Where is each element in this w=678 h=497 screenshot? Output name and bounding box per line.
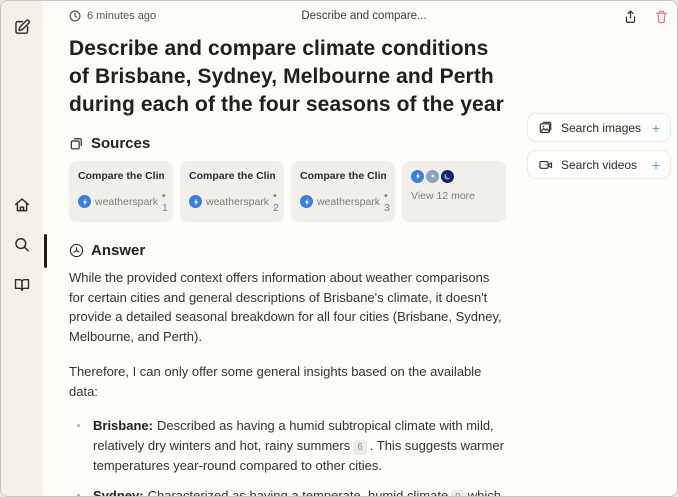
topbar-actions [623,9,669,24]
bullet-sydney: Sydney: Characterized as having a tempera… [77,486,507,496]
search-images-icon [538,120,553,135]
weatherspark-favicon [78,195,91,209]
search-icon [13,235,31,253]
more-favicons [411,169,497,183]
citation-chip[interactable]: 6 [353,440,367,456]
source-meta: weatherspark • 1 [78,190,168,214]
compose-icon [13,18,31,36]
share-icon [623,9,638,24]
answer-section: Answer While the provided context offers… [69,242,507,496]
source-site: weatherspark [206,195,270,208]
search-videos-label: Search videos [561,157,638,172]
source-site: weatherspark [95,195,159,208]
topbar: 6 minutes ago Describe and compare... [43,1,677,31]
library-icon [13,275,31,293]
bullet-text: Described as having a humid subtropical … [93,418,494,454]
sources-header: Sources [69,135,507,152]
search-videos-button[interactable]: Search videos + [527,150,671,179]
answer-label: Answer [91,241,146,259]
timestamp-label: 6 minutes ago [87,10,157,22]
new-thread-button[interactable] [9,14,35,40]
bullet-text: which implies milder temperatures overal… [467,487,501,496]
search-videos-icon [538,157,553,172]
main-area: 6 minutes ago Describe and compare... [43,1,677,496]
source-card[interactable]: Compare the Climate... weatherspark • 2 [180,160,284,222]
source-card[interactable]: Compare the Climate... weatherspark • 1 [69,160,173,222]
content: Describe and compare climate conditions … [43,31,677,496]
source-title: Compare the Climate... [78,169,164,182]
sources-icon [69,136,84,151]
sources-section: Sources Compare the Climate... weathersp… [69,135,507,222]
query-heading: Describe and compare climate conditions … [69,37,504,116]
bullet-text: . This suggests warmer temperatures year… [93,438,504,473]
sidebar [1,1,43,496]
source-title: Compare the Climate... [300,169,386,182]
crescent-favicon [441,169,454,183]
delete-thread-button[interactable] [654,9,669,24]
share-button[interactable] [623,9,638,24]
source-meta: weatherspark • 2 [189,190,279,214]
sources-label: Sources [91,134,151,152]
source-cards: Compare the Climate... weatherspark • 1 … [69,160,507,222]
sidebar-item-home[interactable] [9,191,35,217]
search-images-label: Search images [561,120,642,135]
plus-icon: + [651,156,660,173]
citation-chip[interactable]: 9 [451,489,465,496]
thread-timestamp: 6 minutes ago [69,10,156,22]
source-card[interactable]: Compare the Climate... weatherspark • 3 [291,160,395,222]
left-column: Describe and compare climate conditions … [69,33,507,496]
source-title: Compare the Climate... [189,169,275,182]
weatherspark-favicon [300,195,313,209]
generic-favicon [426,169,439,183]
view-more-sources-card[interactable]: View 12 more [402,160,506,222]
source-site: weatherspark [317,195,381,208]
city-name: Brisbane: [93,418,153,434]
sidebar-item-search[interactable] [9,231,35,257]
right-column: Search images + Search videos + [527,113,671,496]
scroll-indicator[interactable] [44,234,47,268]
answer-intro: While the provided context offers inform… [69,269,502,345]
search-images-button[interactable]: Search images + [527,113,671,142]
source-meta: weatherspark • 3 [300,190,390,214]
answer-header: Answer [69,242,507,259]
sidebar-item-library[interactable] [9,271,35,297]
source-index: • 2 [273,189,279,214]
source-index: • 3 [384,189,390,214]
weatherspark-favicon [189,195,202,209]
answer-icon [69,243,84,258]
bullet-text: Characterized as having a temperate, hum… [147,487,449,496]
home-icon [13,195,31,213]
answer-lead-in: Therefore, I can only offer some general… [69,363,482,399]
thread-title: Describe and compare... [301,10,427,22]
trash-icon [654,9,669,24]
bullet-brisbane: Brisbane: Described as having a humid sub… [77,416,507,475]
source-index: • 1 [162,189,168,214]
weatherspark-favicon [411,169,424,183]
answer-bullet-list: Brisbane: Described as having a humid sub… [69,416,507,496]
plus-icon: + [651,119,660,136]
sidebar-nav [1,191,43,297]
city-name: Sydney: [93,487,144,496]
view-more-label: View 12 more [411,189,476,202]
clock-icon [69,10,81,22]
